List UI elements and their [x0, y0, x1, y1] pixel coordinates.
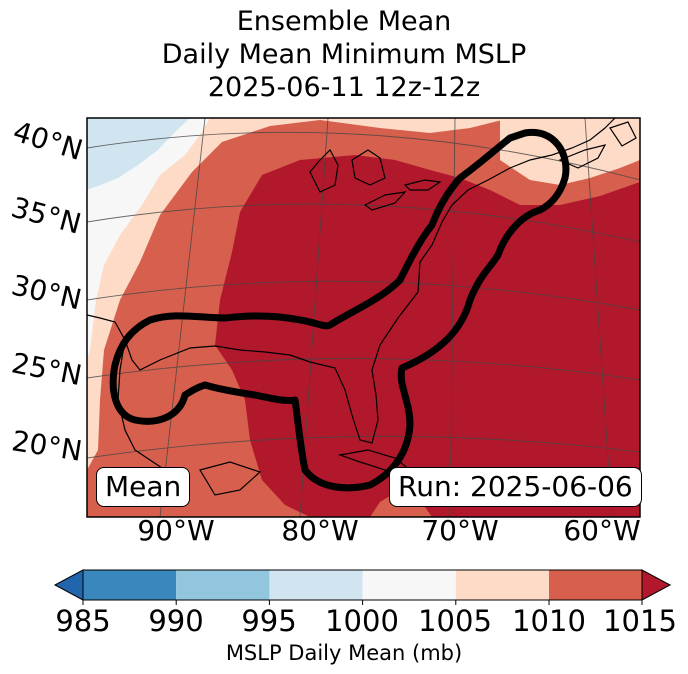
graticule-lat-35 — [87, 203, 640, 243]
colorbar-tick-1010: 1010 — [512, 604, 586, 638]
coast-gulf-mexico — [87, 118, 616, 444]
lon-label-90w: 90°W — [137, 514, 215, 547]
colorbar-tick-1015: 1015 — [603, 604, 677, 638]
colorbar-seg-1005-1010 — [455, 570, 549, 600]
graticule-lat-20 — [87, 435, 640, 459]
colorbar-seg-1010-1015 — [549, 570, 642, 600]
coast-newfoundland — [609, 121, 637, 147]
colorbar-tick-995: 995 — [241, 604, 297, 638]
colorbar-seg-995-1000 — [269, 570, 363, 600]
map-frame — [86, 117, 641, 518]
mean-label-box: Mean — [96, 467, 191, 507]
colorbar-under-arrow — [53, 569, 84, 601]
lon-label-70w: 70°W — [421, 514, 499, 547]
lon-label-80w: 80°W — [281, 514, 359, 547]
graticule-lon-60 — [584, 118, 613, 517]
colorbar-seg-1000-1005 — [362, 570, 456, 600]
run-label-box: Run: 2025-06-06 — [389, 467, 642, 507]
coast-great-lakes — [309, 149, 339, 193]
fill-995-1000 — [87, 118, 190, 190]
colorbar-seg-990-995 — [176, 570, 270, 600]
title-line-2: Daily Mean Minimum MSLP — [161, 39, 527, 70]
title-line-1: Ensemble Mean — [236, 6, 452, 37]
coast-nova-scotia — [558, 144, 607, 169]
contour-line — [109, 128, 570, 492]
colorbar-label: MSLP Daily Mean (mb) — [225, 641, 463, 665]
coast-lake-ontario — [403, 179, 442, 191]
colorbar-over-arrow — [641, 569, 672, 601]
pressure-field — [87, 118, 640, 517]
colorbar-tick-1005: 1005 — [418, 604, 492, 638]
coast-lake-erie — [363, 191, 407, 211]
graticule-lat-30 — [87, 280, 640, 311]
graticule-lat-25 — [87, 358, 640, 381]
colorbar-tick-1000: 1000 — [325, 604, 399, 638]
colorbar — [53, 569, 672, 605]
coast-yucatan — [199, 461, 262, 496]
colorbar-tick-985: 985 — [55, 604, 111, 638]
lon-label-60w: 60°W — [563, 514, 641, 547]
title-line-3: 2025-06-11 12z-12z — [207, 72, 481, 103]
coast-lake-huron — [351, 149, 386, 186]
colorbar-tick-990: 990 — [148, 604, 204, 638]
fill-1000-1005 — [87, 118, 210, 360]
fill-1010-1015 — [87, 118, 640, 517]
colorbar-seg-985-990 — [83, 570, 177, 600]
